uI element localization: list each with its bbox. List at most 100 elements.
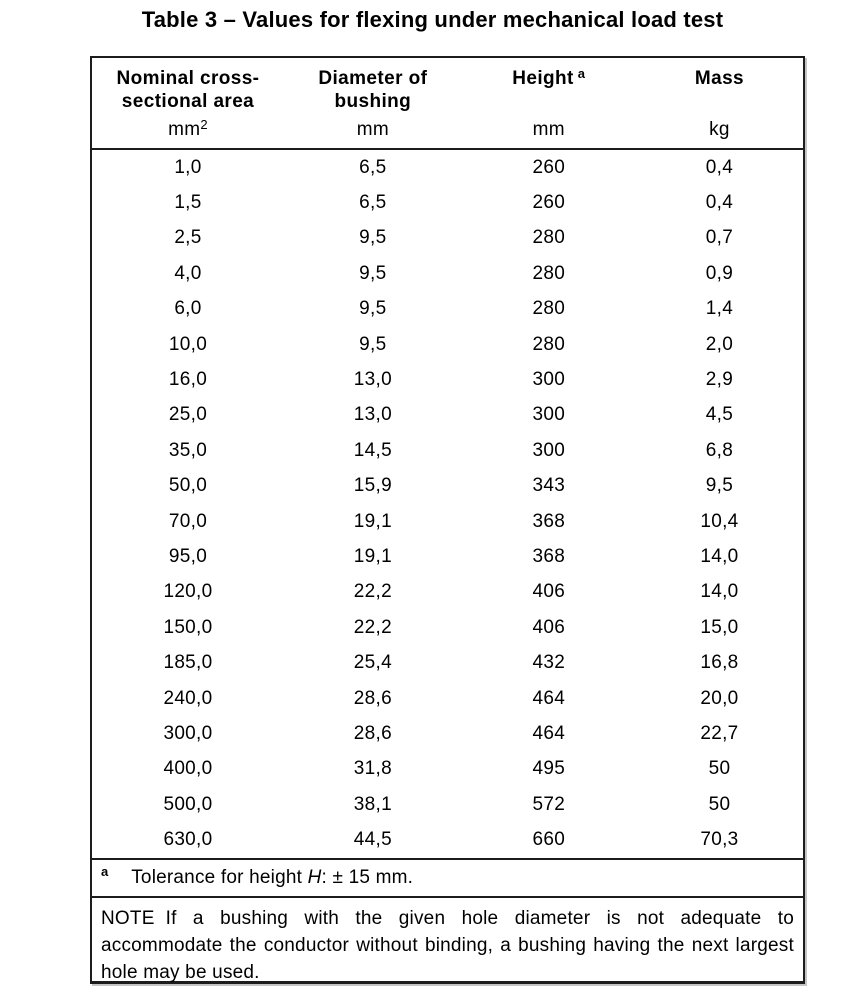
- table-cell: 19,1: [353, 545, 392, 567]
- header-unit: kg: [709, 119, 730, 140]
- table-cell: 0,4: [705, 156, 734, 178]
- table-cell: 368: [532, 545, 566, 567]
- table-cell: 260: [532, 156, 566, 178]
- note-label: NOTE: [101, 907, 155, 929]
- table-cell: 2,0: [705, 333, 734, 355]
- table-cell: 44,5: [353, 829, 392, 851]
- table-cell: 4,0: [174, 262, 202, 284]
- table-cell: 406: [532, 616, 566, 638]
- table-cell: 95,0: [168, 545, 208, 567]
- note-text: If a bushing with the given hole diamete…: [101, 907, 794, 983]
- table-row: 500,0 38,1 572 50: [92, 787, 803, 822]
- table-cell: 343: [532, 475, 566, 497]
- table-title: Table 3 – Values for flexing under mecha…: [141, 7, 724, 32]
- table-cell: 300: [532, 404, 566, 426]
- header-label: Diameter of bushing: [318, 68, 428, 112]
- table-header-row: Nominal cross- sectional area mm2 Diamet…: [92, 58, 803, 150]
- note-section: NOTE If a bushing with the given hole dia…: [92, 898, 803, 983]
- footnote-text-before: Tolerance for height: [131, 866, 308, 888]
- header-cell-diameter: Diameter of bushing mm: [284, 58, 462, 148]
- table-cell: 9,5: [359, 333, 387, 355]
- table-row: 16,0 13,0 300 2,9: [92, 362, 803, 397]
- table-cell: 660: [532, 829, 566, 851]
- table-row: 6,0 9,5 280 1,4: [92, 292, 803, 327]
- table-cell: 16,8: [700, 652, 739, 674]
- table-cell: 10,0: [168, 333, 208, 355]
- table-cell: 13,0: [353, 369, 392, 391]
- table-cell: 406: [532, 581, 566, 603]
- table-cell: 280: [532, 333, 566, 355]
- table-row: 35,0 14,5 300 6,8: [92, 433, 803, 468]
- table-cell: 6,5: [359, 192, 387, 214]
- table-cell: 6,5: [359, 156, 387, 178]
- header-unit: mm: [532, 119, 565, 140]
- header-label: Nominal cross- sectional area: [116, 68, 260, 112]
- table-row: 4,0 9,5 280 0,9: [92, 256, 803, 291]
- table-cell: 300: [532, 369, 566, 391]
- table-cell: 22,2: [353, 581, 392, 603]
- footnote-marker: a: [101, 863, 109, 879]
- table-cell: 1,5: [174, 192, 202, 214]
- table-cell: 280: [532, 227, 566, 249]
- table-cell: 495: [532, 758, 566, 780]
- table-cell: 70,0: [168, 510, 208, 532]
- table-cell: 50: [708, 758, 731, 780]
- table-cell: 15,0: [700, 616, 739, 638]
- table-cell: 400,0: [163, 758, 213, 780]
- table-cell: 25,0: [168, 404, 208, 426]
- table-cell: 14,5: [353, 439, 392, 461]
- table-cell: 6,0: [174, 298, 202, 320]
- table-cell: 6,8: [705, 439, 734, 461]
- table-row: 1,5 6,5 260 0,4: [92, 185, 803, 220]
- table-cell: 464: [532, 687, 566, 709]
- unit-text: mm: [168, 119, 201, 140]
- table-cell: 260: [532, 192, 566, 214]
- table-cell: 38,1: [353, 793, 392, 815]
- table-row: 300,0 28,6 464 22,7: [92, 716, 803, 751]
- table-cell: 150,0: [163, 616, 213, 638]
- table-cell: 464: [532, 722, 566, 744]
- table-row: 630,0 44,5 660 70,3: [92, 822, 803, 857]
- table-cell: 120,0: [163, 581, 213, 603]
- table-cell: 50,0: [168, 475, 208, 497]
- footnote-text-after: : ± 15 mm.: [321, 866, 414, 888]
- table-cell: 0,9: [705, 262, 734, 284]
- table-cell: 432: [532, 652, 566, 674]
- table-body: 1,0 6,5 260 0,4 1,5 6,5 260 0,4 2,5 9,5 280 0,7 4,0 9…: [92, 150, 803, 860]
- table-cell: 31,8: [353, 758, 392, 780]
- table-cell: 22,2: [353, 616, 392, 638]
- table-cell: 300: [532, 439, 566, 461]
- unit-superscript: 2: [200, 117, 208, 132]
- data-table: Nominal cross- sectional area mm2 Diamet…: [90, 56, 805, 984]
- footnote-text: Tolerance for height H: ± 15 mm.: [131, 867, 413, 889]
- table-cell: 14,0: [700, 545, 739, 567]
- table-cell: 22,7: [700, 722, 739, 744]
- table-cell: 0,4: [705, 192, 734, 214]
- table-row: 185,0 25,4 432 16,8: [92, 645, 803, 680]
- table-row: 1,0 6,5 260 0,4: [92, 150, 803, 185]
- header-unit: mm: [356, 119, 389, 140]
- footnote-reference: a: [577, 66, 586, 81]
- table-row: 120,0 22,2 406 14,0: [92, 575, 803, 610]
- table-cell: 16,0: [168, 369, 208, 391]
- header-label: Mass: [694, 68, 745, 89]
- table-cell: 1,0: [174, 156, 202, 178]
- table-row: 50,0 15,9 343 9,5: [92, 469, 803, 504]
- table-cell: 20,0: [700, 687, 739, 709]
- table-row: 70,0 19,1 368 10,4: [92, 504, 803, 539]
- table-row: 150,0 22,2 406 15,0: [92, 610, 803, 645]
- table-cell: 9,5: [359, 227, 387, 249]
- table-cell: 28,6: [353, 722, 392, 744]
- table-row: 240,0 28,6 464 20,0: [92, 681, 803, 716]
- table-cell: 35,0: [168, 439, 208, 461]
- header-cell-mass: Mass kg: [636, 58, 803, 148]
- table-cell: 500,0: [163, 793, 213, 815]
- table-cell: 19,1: [353, 510, 392, 532]
- table-row: 25,0 13,0 300 4,5: [92, 398, 803, 433]
- table-cell: 300,0: [163, 722, 213, 744]
- footnote-row: a Tolerance for height H: ± 15 mm.: [92, 860, 803, 898]
- table-cell: 280: [532, 262, 566, 284]
- table-cell: 28,6: [353, 687, 392, 709]
- footnote-variable: H: [307, 866, 322, 888]
- table-cell: 4,5: [705, 404, 734, 426]
